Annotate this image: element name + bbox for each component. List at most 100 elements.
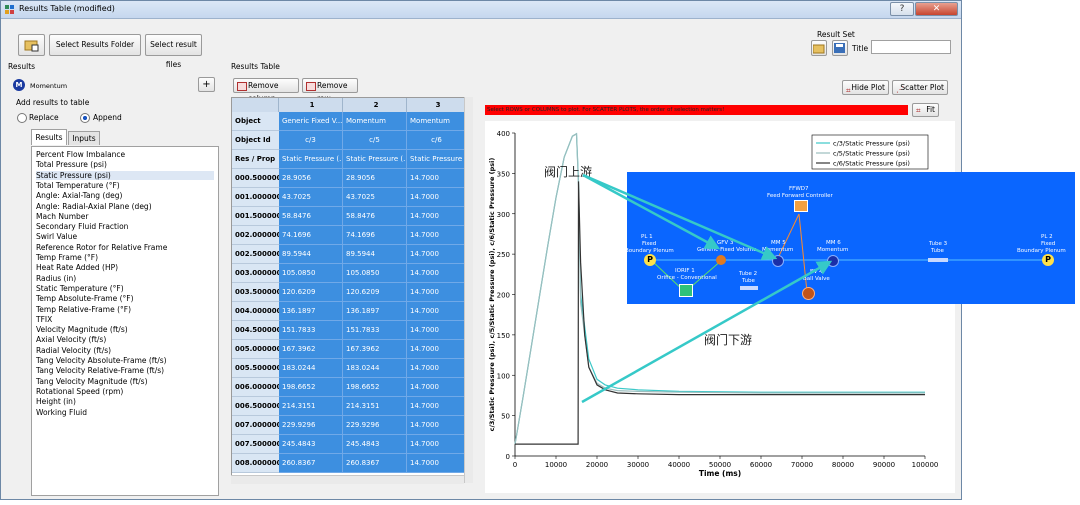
vertical-scrollbar[interactable] [464, 97, 473, 483]
time-row-header[interactable]: 002.500000 [232, 245, 279, 264]
result-list-item[interactable]: Static Temperature (°F) [36, 283, 124, 293]
result-list-item[interactable]: Working Fluid [36, 407, 87, 417]
table-cell[interactable]: 245.4843 [279, 435, 343, 454]
result-list-item[interactable]: Secondary Fluid Fraction [36, 222, 129, 232]
table-cell[interactable]: 14.7000 [407, 226, 467, 245]
time-row-header[interactable]: 007.500000 [232, 435, 279, 454]
time-row-header[interactable]: 006.500000 [232, 397, 279, 416]
result-list-item[interactable]: Percent Flow Imbalance [36, 150, 126, 159]
table-cell[interactable]: 14.7000 [407, 454, 467, 473]
title-input[interactable] [871, 40, 951, 54]
result-list-item[interactable]: Reference Rotor for Relative Frame [36, 242, 168, 252]
column-header[interactable]: 1 [279, 98, 343, 112]
table-cell[interactable]: 14.7000 [407, 302, 467, 321]
time-row-header[interactable]: 006.000000 [232, 378, 279, 397]
result-list-item[interactable]: Height (in) [36, 397, 76, 407]
table-cell[interactable]: 105.0850 [279, 264, 343, 283]
time-row-header[interactable]: 004.500000 [232, 321, 279, 340]
property-row-cell[interactable]: Static Pressure (... [279, 150, 343, 169]
object-row-header[interactable]: Object [232, 112, 279, 131]
table-cell[interactable]: 74.1696 [343, 226, 407, 245]
remove-column-button[interactable]: Remove column [233, 78, 299, 103]
result-list-item[interactable]: Angle: Axial-Tang (deg) [36, 191, 123, 201]
table-cell[interactable]: 28.9056 [279, 169, 343, 188]
table-cell[interactable]: 58.8476 [343, 207, 407, 226]
table-cell[interactable]: 229.9296 [343, 416, 407, 435]
time-row-header[interactable]: 000.500000 [232, 169, 279, 188]
controller-icon[interactable] [794, 200, 808, 212]
table-cell[interactable]: 183.0244 [279, 359, 343, 378]
replace-radio[interactable] [17, 113, 27, 123]
table-cell[interactable]: 214.3151 [279, 397, 343, 416]
table-cell[interactable]: 14.7000 [407, 340, 467, 359]
table-cell[interactable]: 260.8367 [279, 454, 343, 473]
table-cell[interactable]: 14.7000 [407, 245, 467, 264]
time-row-header[interactable]: 003.500000 [232, 283, 279, 302]
result-list-item[interactable]: Heat Rate Added (HP) [36, 263, 119, 273]
table-cell[interactable]: 198.6652 [279, 378, 343, 397]
fit-button[interactable]: ⌗ Fit [912, 103, 939, 117]
table-cell[interactable]: 14.7000 [407, 416, 467, 435]
tab-inputs[interactable]: Inputs [68, 131, 100, 145]
result-list-item[interactable]: Static Pressure (psi) [36, 170, 214, 180]
scatter-plot-button[interactable]: ⋰ Scatter Plot [892, 80, 948, 95]
orifice-icon[interactable] [679, 284, 693, 297]
volume-icon[interactable] [716, 255, 726, 265]
time-row-header[interactable]: 001.000000 [232, 188, 279, 207]
ball-valve-icon[interactable] [802, 287, 815, 300]
table-cell[interactable]: 214.3151 [343, 397, 407, 416]
result-list-item[interactable]: Temp Relative-Frame (°F) [36, 304, 131, 314]
time-row-header[interactable]: 005.000000 [232, 340, 279, 359]
table-cell[interactable]: 43.7025 [343, 188, 407, 207]
result-list-item[interactable]: Total Pressure (psi) [36, 160, 107, 170]
table-cell[interactable]: 14.7000 [407, 378, 467, 397]
add-result-button[interactable]: + [198, 77, 215, 92]
object-row-cell[interactable]: Momentum [343, 112, 407, 131]
table-cell[interactable]: 14.7000 [407, 169, 467, 188]
table-cell[interactable]: 14.7000 [407, 283, 467, 302]
property-row-cell[interactable]: Static Pressure (... [343, 150, 407, 169]
result-list-item[interactable]: Axial Velocity (ft/s) [36, 335, 107, 345]
table-cell[interactable]: 14.7000 [407, 397, 467, 416]
table-cell[interactable]: 136.1897 [343, 302, 407, 321]
result-list-item[interactable]: Tang Velocity Magnitude (ft/s) [36, 376, 148, 386]
time-row-header[interactable]: 007.000000 [232, 416, 279, 435]
time-row-header[interactable]: 004.000000 [232, 302, 279, 321]
table-cell[interactable]: 136.1897 [279, 302, 343, 321]
table-cell[interactable]: 183.0244 [343, 359, 407, 378]
result-list-item[interactable]: Radial Velocity (ft/s) [36, 345, 112, 355]
column-header[interactable]: 2 [343, 98, 407, 112]
object-id-row-cell[interactable]: c/5 [343, 131, 407, 150]
time-row-header[interactable]: 005.500000 [232, 359, 279, 378]
table-cell[interactable]: 120.6209 [343, 283, 407, 302]
result-list-item[interactable]: Tang Velocity Absolute-Frame (ft/s) [36, 356, 167, 365]
plenum-icon[interactable]: P [644, 254, 656, 266]
result-list-item[interactable]: Temp Absolute-Frame (°F) [36, 294, 134, 304]
remove-row-button[interactable]: Remove row [302, 78, 358, 103]
momentum-node-5-icon[interactable] [772, 255, 784, 267]
result-list-item[interactable]: Angle: Radial-Axial Plane (deg) [36, 201, 152, 211]
result-list-item[interactable]: Temp Frame (°F) [36, 253, 99, 262]
table-cell[interactable]: 105.0850 [343, 264, 407, 283]
table-cell[interactable]: 167.3962 [279, 340, 343, 359]
table-cell[interactable]: 260.8367 [343, 454, 407, 473]
table-cell[interactable]: 120.6209 [279, 283, 343, 302]
table-cell[interactable]: 89.5944 [343, 245, 407, 264]
plenum-icon[interactable]: P [1042, 254, 1054, 266]
table-cell[interactable]: 14.7000 [407, 207, 467, 226]
object-id-row-header[interactable]: Object Id [232, 131, 279, 150]
result-list-item[interactable]: Swirl Value [36, 232, 78, 242]
result-list-item[interactable]: TFIX [36, 314, 53, 324]
table-cell[interactable]: 58.8476 [279, 207, 343, 226]
tube2-icon[interactable] [740, 286, 758, 290]
table-cell[interactable]: 198.6652 [343, 378, 407, 397]
time-row-header[interactable]: 001.500000 [232, 207, 279, 226]
time-row-header[interactable]: 003.000000 [232, 264, 279, 283]
time-row-header[interactable]: 002.000000 [232, 226, 279, 245]
table-cell[interactable]: 14.7000 [407, 264, 467, 283]
table-cell[interactable]: 167.3962 [343, 340, 407, 359]
select-result-files-button[interactable]: Select result files [145, 34, 202, 69]
table-cell[interactable]: 14.7000 [407, 321, 467, 340]
result-list-item[interactable]: Rotational Speed (rpm) [36, 386, 124, 396]
result-list-item[interactable]: Radius (in) [36, 273, 77, 283]
